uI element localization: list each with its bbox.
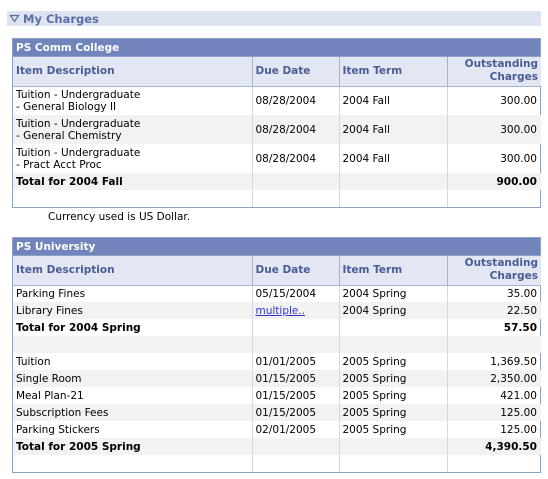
item-description: Tuition - Undergraduate - General Chemis… (13, 115, 253, 144)
collapse-triangle-icon[interactable] (9, 13, 20, 24)
due-date: 01/01/2005 (252, 353, 340, 370)
header-row: Item Description Due Date Item Term Outs… (13, 57, 541, 87)
header-row: Item Description Due Date Item Term Outs… (13, 256, 541, 286)
item-term: 2004 Fall (339, 144, 448, 173)
item-description: Tuition - Undergraduate - Pract Acct Pro… (13, 144, 253, 173)
col-header-outstanding-line1: Outstanding (464, 58, 538, 71)
my-charges-header[interactable]: My Charges (7, 11, 541, 26)
item-description: Meal Plan-21 (13, 387, 253, 404)
total-row: Total for 2004 Fall 900.00 (13, 173, 541, 190)
amount: 125.00 (500, 423, 537, 436)
col-header-outstanding: Outstanding Charges (447, 256, 541, 286)
amount: 421.00 (500, 389, 537, 402)
amount: 35.00 (506, 287, 537, 300)
multiple-due-dates-link[interactable]: multiple.. (255, 304, 306, 317)
col-header-outstanding-line2: Charges (489, 71, 538, 84)
due-date: multiple.. (252, 302, 340, 319)
table-row: Tuition - Undergraduate - Pract Acct Pro… (13, 144, 541, 173)
item-description: Tuition (13, 353, 253, 370)
table-row: Parking Fines 05/15/2004 2004 Spring 35.… (13, 285, 541, 302)
charges-table: Item Description Due Date Item Term Outs… (13, 256, 541, 472)
col-header-due-date: Due Date (252, 57, 340, 87)
total-label: Total for 2004 Fall (13, 173, 253, 190)
item-term: 2004 Spring (339, 302, 448, 319)
amount: 300.00 (447, 115, 541, 144)
amount: 300.00 (500, 94, 537, 107)
item-description: Subscription Fees (13, 404, 253, 421)
total-label: Total for 2005 Spring (13, 438, 253, 455)
spacer-row (13, 190, 541, 207)
spacer-row (13, 455, 541, 472)
table-row: Parking Stickers 02/01/2005 2005 Spring … (13, 421, 541, 438)
amount: 2,350.00 (447, 370, 541, 387)
section-title[interactable]: My Charges (23, 11, 99, 26)
spacer-row (13, 336, 541, 353)
col-header-due-date: Due Date (252, 256, 340, 286)
item-term: 2004 Fall (339, 115, 448, 144)
due-date: 05/15/2004 (252, 285, 340, 302)
table-row: Meal Plan-21 01/15/2005 2005 Spring 421.… (13, 387, 541, 404)
item-term: 2004 Spring (339, 285, 448, 302)
item-term: 2005 Spring (339, 370, 448, 387)
col-header-outstanding: Outstanding Charges (447, 57, 541, 87)
total-row: Total for 2005 Spring 4,390.50 (13, 438, 541, 455)
currency-note: Currency used is US Dollar. (48, 211, 191, 223)
amount: 125.00 (447, 404, 541, 421)
item-term: 2005 Spring (339, 404, 448, 421)
due-date: 01/15/2005 (252, 404, 340, 421)
item-description: Single Room (13, 370, 253, 387)
due-date: 01/15/2005 (252, 370, 340, 387)
table-row: Tuition - Undergraduate - General Biolog… (13, 86, 541, 115)
due-date: 01/15/2005 (252, 387, 340, 404)
due-date: 08/28/2004 (252, 86, 340, 115)
col-header-description: Item Description (13, 57, 253, 87)
col-header-outstanding-line2: Charges (489, 270, 538, 283)
item-description: Library Fines (13, 302, 253, 319)
due-date: 02/01/2005 (252, 421, 340, 438)
table-row: Tuition - Undergraduate - General Chemis… (13, 115, 541, 144)
item-term: 2004 Fall (339, 86, 448, 115)
total-label: Total for 2004 Spring (13, 319, 253, 336)
charges-table: Item Description Due Date Item Term Outs… (13, 57, 541, 207)
item-description: Parking Fines (13, 285, 253, 302)
table-row: Single Room 01/15/2005 2005 Spring 2,350… (13, 370, 541, 387)
col-header-item-term: Item Term (339, 256, 448, 286)
ps-comm-college-grid: PS Comm College Item Description Due Dat… (12, 38, 541, 208)
total-amount: 57.50 (503, 321, 537, 334)
item-term: 2005 Spring (339, 353, 448, 370)
total-row: Total for 2004 Spring 57.50 (13, 319, 541, 336)
due-date: 08/28/2004 (252, 115, 340, 144)
item-description: Parking Stickers (13, 421, 253, 438)
ps-university-grid: PS University Item Description Due Date … (12, 237, 541, 473)
table-row: Tuition 01/01/2005 2005 Spring 1,369.50 (13, 353, 541, 370)
due-date: 08/28/2004 (252, 144, 340, 173)
col-header-outstanding-line1: Outstanding (464, 257, 538, 270)
table-row: Subscription Fees 01/15/2005 2005 Spring… (13, 404, 541, 421)
grid-title: PS University (13, 238, 540, 256)
col-header-item-term: Item Term (339, 57, 448, 87)
item-description: Tuition - Undergraduate - General Biolog… (13, 86, 253, 115)
grid-title: PS Comm College (13, 39, 540, 57)
total-amount: 900.00 (447, 173, 541, 190)
table-row: Library Fines multiple.. 2004 Spring 22.… (13, 302, 541, 319)
amount: 1,369.50 (490, 355, 537, 368)
amount: 22.50 (447, 302, 541, 319)
total-amount: 4,390.50 (447, 438, 541, 455)
amount: 300.00 (500, 152, 537, 165)
item-term: 2005 Spring (339, 387, 448, 404)
item-term: 2005 Spring (339, 421, 448, 438)
col-header-description: Item Description (13, 256, 253, 286)
